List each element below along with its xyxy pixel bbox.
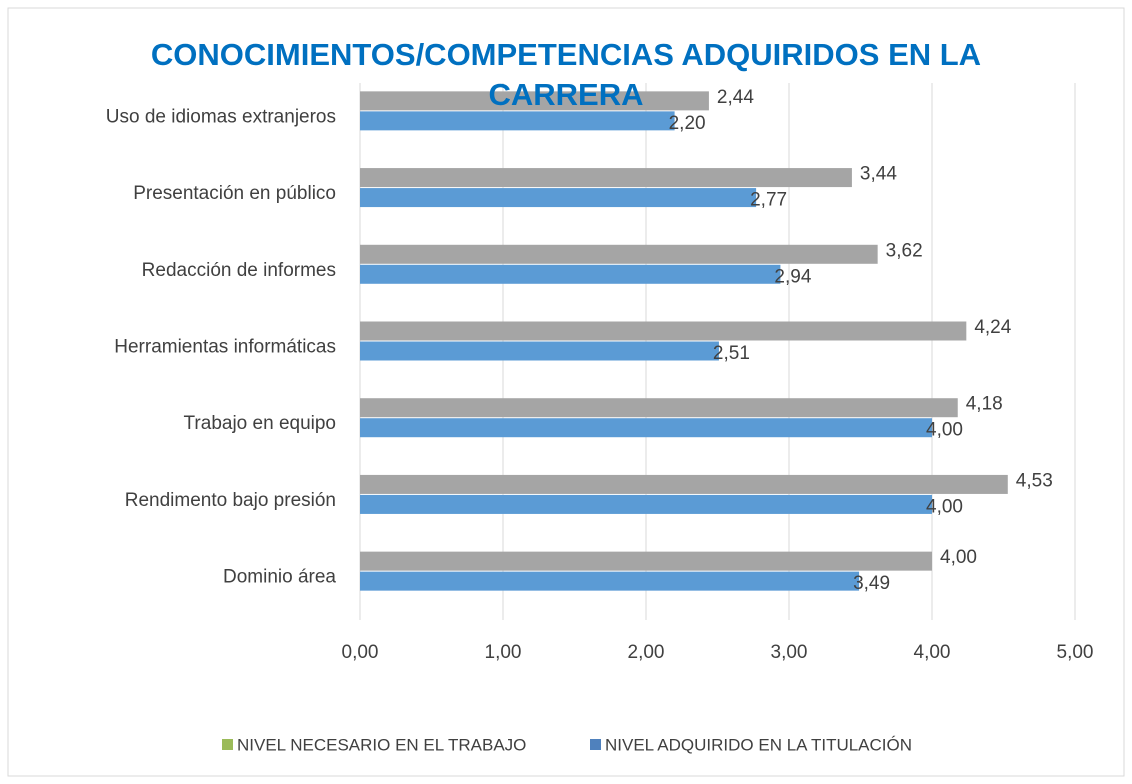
chart-border bbox=[7, 7, 1125, 777]
y-tick-label: Rendimento bajo presión bbox=[125, 490, 336, 511]
y-tick-label: Dominio área bbox=[223, 567, 336, 588]
bar bbox=[360, 494, 932, 514]
data-label: 2,44 bbox=[717, 87, 754, 108]
data-label: 4,00 bbox=[940, 547, 977, 568]
x-tick-label: 4,00 bbox=[914, 642, 951, 663]
x-tick-label: 5,00 bbox=[1057, 642, 1094, 663]
data-label: 3,44 bbox=[860, 164, 897, 185]
y-tick-label: Presentación en público bbox=[133, 183, 336, 204]
bar bbox=[360, 341, 719, 361]
data-label: 4,53 bbox=[1016, 470, 1053, 491]
bar bbox=[360, 398, 958, 418]
x-tick-label: 0,00 bbox=[342, 642, 379, 663]
bar bbox=[360, 91, 709, 111]
data-label: 2,94 bbox=[774, 266, 811, 287]
data-label: 4,24 bbox=[974, 317, 1011, 338]
y-tick-label: Herramientas informáticas bbox=[114, 337, 336, 358]
x-tick-label: 3,00 bbox=[771, 642, 808, 663]
legend-swatch bbox=[222, 739, 233, 750]
bar bbox=[360, 111, 675, 131]
data-label: 4,00 bbox=[926, 420, 963, 441]
legend-label: NIVEL NECESARIO EN EL TRABAJO bbox=[237, 735, 526, 754]
bar bbox=[360, 188, 757, 208]
x-tick-label: 2,00 bbox=[628, 642, 665, 663]
legend-swatch bbox=[590, 739, 601, 750]
data-label: 3,49 bbox=[853, 573, 890, 594]
data-label: 2,51 bbox=[713, 343, 750, 364]
bar bbox=[360, 571, 860, 591]
bar bbox=[360, 168, 852, 188]
y-tick-label: Trabajo en equipo bbox=[184, 413, 336, 434]
bar bbox=[360, 264, 781, 284]
x-tick-label: 1,00 bbox=[485, 642, 522, 663]
data-label: 2,20 bbox=[669, 113, 706, 134]
bar bbox=[360, 474, 1008, 494]
data-label: 3,62 bbox=[886, 240, 923, 261]
legend-label: NIVEL ADQUIRIDO EN LA TITULACIÓN bbox=[605, 735, 912, 754]
bar bbox=[360, 244, 878, 264]
y-tick-label: Uso de idiomas extranjeros bbox=[106, 106, 336, 127]
chart-title: CONOCIMIENTOS/COMPETENCIAS ADQUIRIDOS EN… bbox=[151, 37, 981, 112]
data-label: 2,77 bbox=[750, 190, 787, 211]
bar bbox=[360, 321, 967, 341]
y-tick-label: Redacción de informes bbox=[142, 260, 336, 281]
data-label: 4,00 bbox=[926, 496, 963, 517]
bar bbox=[360, 418, 932, 438]
data-label: 4,18 bbox=[966, 394, 1003, 415]
bar bbox=[360, 551, 932, 571]
